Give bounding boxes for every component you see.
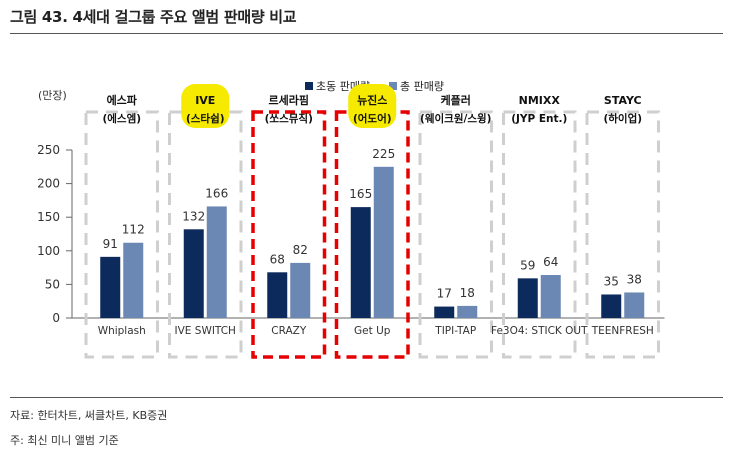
y-tick-label: 150 — [37, 210, 60, 224]
group-name: 뉴진스 — [357, 93, 387, 107]
group-box — [251, 110, 327, 359]
data-label: 166 — [205, 186, 228, 200]
group-box — [84, 110, 159, 359]
bar — [434, 306, 455, 318]
y-tick-label: 250 — [37, 143, 60, 157]
group-name: 케플러 — [441, 93, 471, 107]
legend-swatch — [389, 82, 397, 90]
bar — [206, 206, 227, 318]
bar — [123, 242, 144, 318]
y-tick-label: 100 — [37, 244, 60, 258]
data-label: 35 — [604, 274, 619, 288]
bar — [540, 274, 561, 318]
group-agency: (에스엠) — [102, 112, 141, 125]
data-label: 64 — [543, 255, 558, 269]
x-tick-label: Whiplash — [98, 325, 146, 337]
group-agency: (JYP Ent.) — [511, 113, 567, 125]
data-label: 82 — [293, 243, 308, 257]
group-agency: (웨이크원/스윙) — [420, 112, 491, 125]
bar — [457, 305, 478, 318]
data-label: 18 — [460, 286, 475, 300]
title-divider — [10, 33, 723, 34]
x-tick-label: TIPI-TAP — [434, 325, 476, 337]
y-tick-label: 0 — [52, 311, 60, 325]
bar — [517, 278, 538, 318]
y-tick-label: 50 — [45, 277, 60, 291]
group-box — [418, 110, 493, 359]
x-tick-label: Get Up — [354, 325, 391, 337]
highlight-marker — [348, 84, 397, 128]
highlight-marker — [181, 84, 230, 128]
data-label: 112 — [122, 223, 145, 237]
footnote: 주: 최신 미니 앨범 기준 — [10, 434, 119, 447]
bar — [624, 292, 645, 318]
legend-swatch — [305, 82, 313, 90]
data-label: 132 — [182, 209, 205, 223]
group-name: 르세라핌 — [269, 93, 309, 107]
data-label: 165 — [349, 187, 372, 201]
group-agency: (어도어) — [353, 112, 392, 125]
x-tick-label: CRAZY — [271, 325, 307, 337]
bar — [350, 207, 371, 318]
figure-title: 그림 43. 4세대 걸그룹 주요 앨범 판매량 비교 — [10, 8, 297, 26]
bar — [373, 166, 394, 318]
x-tick-label: Fe3O4: STICK OUT — [491, 325, 588, 337]
legend-label: 총 판매량 — [400, 80, 444, 93]
footer-divider — [10, 397, 723, 398]
data-label: 68 — [270, 252, 285, 266]
x-tick-label: TEENFRESH — [591, 325, 654, 337]
group-agency: (스타쉽) — [186, 112, 225, 125]
group-name: NMIXX — [519, 94, 561, 107]
group-box — [585, 110, 660, 359]
y-axis-unit-label: (만장) — [38, 89, 67, 102]
x-tick-label: IVE SWITCH — [175, 325, 236, 337]
group-agency: (하이업) — [603, 112, 642, 125]
data-label: 38 — [627, 272, 642, 286]
group-box — [168, 110, 243, 359]
data-label: 91 — [103, 237, 118, 251]
bar — [183, 229, 204, 318]
bar — [267, 272, 288, 318]
data-label: 225 — [372, 147, 395, 161]
group-name: IVE — [195, 94, 215, 107]
group-agency: (쏘스뮤직) — [265, 112, 313, 125]
y-tick-label: 200 — [37, 177, 60, 191]
group-name: 에스파 — [107, 93, 138, 107]
data-label: 17 — [437, 287, 452, 301]
bar — [601, 294, 622, 318]
bar — [290, 262, 311, 318]
source-note: 자료: 한터차트, 써클차트, KB증권 — [10, 409, 168, 422]
data-label: 59 — [520, 258, 535, 272]
group-box — [502, 110, 577, 359]
group-name: STAYC — [604, 94, 642, 107]
bar — [100, 256, 121, 318]
